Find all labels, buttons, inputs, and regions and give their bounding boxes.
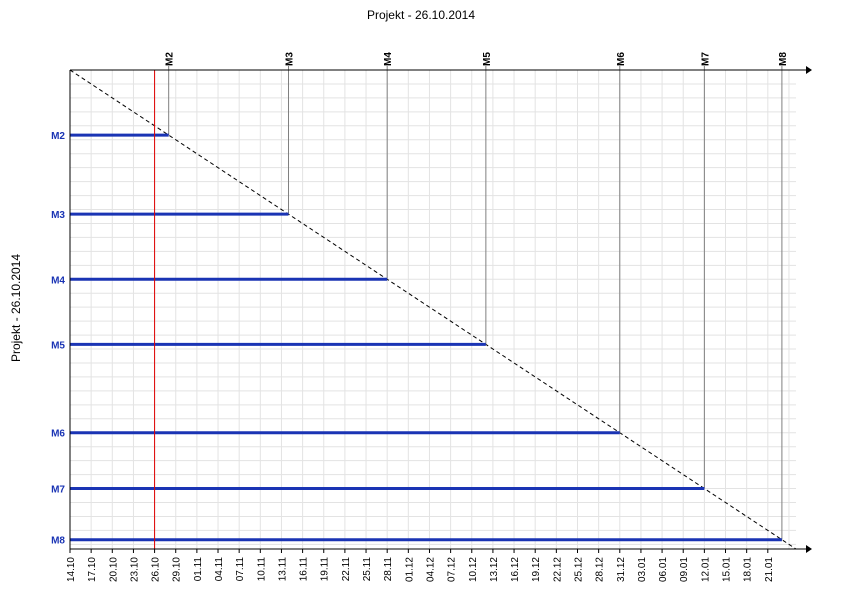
milestone-label: M5	[51, 340, 65, 351]
milestone-label: M4	[51, 275, 65, 286]
x-tick-label: 13.12	[489, 557, 500, 582]
milestone-top-label: M5	[482, 52, 493, 66]
x-tick-label: 31.12	[616, 557, 627, 582]
x-tick-label: 20.10	[108, 557, 119, 582]
x-tick-label: 17.10	[87, 557, 98, 582]
x-tick-label: 07.12	[447, 557, 458, 582]
diagonal-reference-line	[69, 69, 797, 550]
x-tick-label: 04.12	[425, 557, 436, 582]
x-tick-label: 25.12	[573, 557, 584, 582]
milestone-drop-lines	[168, 66, 783, 540]
x-tick-label: 13.11	[277, 557, 288, 582]
x-tick-label: 29.10	[172, 557, 183, 582]
x-tick-label: 22.12	[552, 557, 563, 582]
x-tick-label: 04.11	[214, 557, 225, 582]
milestone-label: M3	[51, 210, 65, 221]
x-tick-label: 19.11	[320, 557, 331, 582]
x-tick-label: 26.10	[151, 557, 162, 582]
milestone-top-label: M6	[616, 52, 627, 66]
x-tick-label: 01.11	[193, 557, 204, 582]
x-tick-label: 23.10	[129, 557, 140, 582]
x-tick-label: 28.12	[595, 557, 606, 582]
x-tick-label: 19.12	[531, 557, 542, 582]
milestone-top-label: M4	[383, 52, 394, 66]
milestone-label: M2	[51, 131, 65, 142]
chart-title: Projekt - 26.10.2014	[366, 8, 476, 22]
x-tick-label: 28.11	[383, 557, 394, 582]
x-tick-label: 03.01	[637, 557, 648, 582]
milestone-bars	[70, 133, 782, 542]
x-tick-label: 21.01	[764, 557, 775, 582]
grid	[69, 69, 797, 550]
x-tick-label: 12.01	[700, 557, 711, 582]
x-tick-label: 01.12	[404, 557, 415, 582]
milestone-label: M6	[51, 429, 65, 440]
x-tick-label: 06.01	[658, 557, 669, 582]
x-tick-label: 15.01	[722, 557, 733, 582]
x-tick-label: 16.11	[299, 557, 310, 582]
x-tick-label: 25.11	[362, 557, 373, 582]
x-tick-label: 10.12	[468, 557, 479, 582]
x-tick-label: 09.01	[679, 557, 690, 582]
milestone-top-label: M3	[285, 52, 296, 66]
axes	[69, 66, 812, 553]
x-tick-label: 07.11	[235, 557, 246, 582]
milestone-top-label: M2	[165, 52, 176, 66]
milestone-top-label: M8	[778, 52, 789, 66]
milestone-top-label: M7	[700, 52, 711, 66]
top-axis-arrow	[806, 66, 812, 74]
milestone-label: M8	[51, 536, 65, 547]
milestone-label: M7	[51, 485, 65, 496]
x-tick-label: 14.10	[66, 557, 77, 582]
x-tick-label: 22.11	[341, 557, 352, 582]
bottom-axis-arrow	[806, 545, 812, 553]
x-tick-label: 16.12	[510, 557, 521, 582]
x-tick-label: 18.01	[743, 557, 754, 582]
x-tick-label: 10.11	[256, 557, 267, 582]
